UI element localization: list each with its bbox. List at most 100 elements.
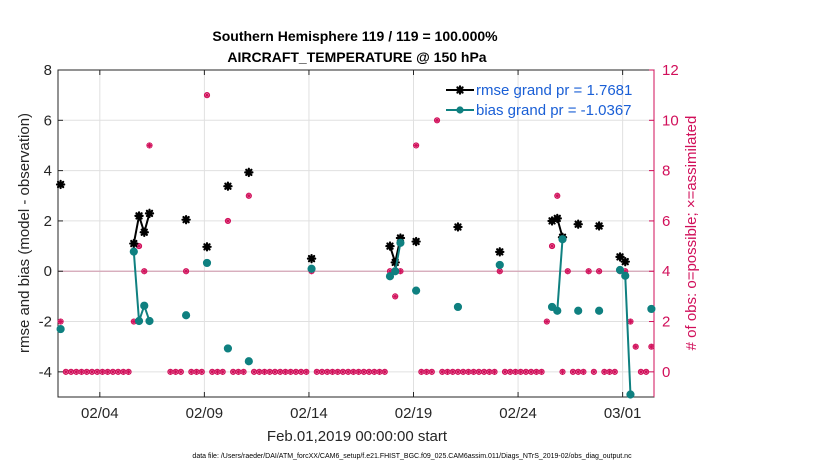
y-tick-label: -4: [39, 364, 52, 381]
legend-item-rmse: rmse grand pr = 1.7681: [446, 82, 632, 99]
x-tick-label: 03/01: [604, 405, 642, 422]
grid-lines: [58, 69, 654, 397]
x-tick-label: 02/19: [395, 405, 433, 422]
obs-assimilated-marker: [277, 369, 283, 375]
obs-assimilated-marker: [559, 369, 566, 375]
obs-assimilated-marker: [460, 369, 466, 375]
obs-assimilated-marker: [256, 369, 263, 375]
obs-assimilated-marker: [345, 369, 351, 375]
obs-assimilated-marker: [146, 142, 153, 149]
obs-assimilated-marker: [303, 369, 310, 375]
obs-assimilated-marker: [429, 369, 435, 375]
obs-assimilated-marker: [533, 369, 540, 375]
bias-point: [396, 238, 405, 247]
rmse-point: [306, 253, 317, 264]
bias-point: [558, 235, 567, 244]
obs-assimilated-marker: [434, 117, 440, 124]
obs-assimilated-marker: [611, 369, 618, 375]
obs-assimilated-marker: [601, 369, 608, 375]
rmse-point: [129, 238, 139, 249]
bias-line-segment: [619, 269, 632, 395]
obs-assimilated-marker: [73, 369, 80, 375]
obs-assimilated-marker: [125, 369, 132, 375]
obs-assimilated-marker: [251, 369, 257, 375]
rmse-point: [181, 214, 191, 225]
bias-point: [495, 260, 504, 270]
y-tick-label: -2: [39, 314, 52, 331]
obs-assimilated-marker: [94, 369, 101, 375]
chart-title-line1: Southern Hemisphere 119 / 119 = 100.000%: [212, 28, 498, 44]
obs-assimilated-marker: [517, 369, 524, 375]
obs-assimilated-marker: [476, 369, 482, 375]
obs-assimilated-marker: [544, 318, 550, 325]
x-tick-label: 02/24: [499, 405, 537, 422]
obs-assimilated-marker: [575, 369, 581, 375]
obs-assimilated-marker: [606, 369, 613, 375]
y-tick-label: 2: [44, 213, 52, 230]
legend: rmse grand pr = 1.7681 bias grand pr = -1…: [446, 82, 632, 119]
legend-marker: [455, 85, 465, 95]
obs-assimilated-marker: [465, 369, 472, 375]
obs-assimilated-marker: [266, 369, 273, 375]
obs-assimilated-marker: [444, 369, 451, 375]
obs-assimilated-marker: [355, 369, 362, 375]
obs-assimilated-marker: [246, 192, 252, 199]
series-layer: [55, 167, 656, 399]
obs-assimilated-marker: [261, 369, 268, 375]
obs-assimilated-marker: [591, 369, 597, 375]
obs-assimilated-marker: [418, 369, 425, 375]
y-right-tick-label: 0: [662, 364, 670, 381]
obs-assimilated-marker: [470, 369, 477, 375]
obs-assimilated-marker: [287, 369, 294, 375]
obs-assimilated-marker: [183, 268, 189, 275]
obs-assimilated-marker: [240, 369, 247, 375]
rmse-point: [552, 213, 562, 224]
obs-assimilated-marker: [340, 369, 346, 375]
rmse-point: [411, 236, 421, 247]
obs-assimilated-marker: [627, 318, 634, 325]
obs-assimilated-marker: [486, 369, 493, 375]
obs-assimilated-marker: [523, 369, 529, 375]
obs-assimilated-marker: [397, 268, 404, 275]
obs-assimilated-marker: [512, 369, 519, 375]
rmse-point: [453, 222, 463, 232]
plot-area: [57, 69, 655, 398]
obs-assimilated-marker: [502, 369, 508, 375]
obs-assimilated-marker: [115, 369, 121, 375]
rmse-point: [55, 179, 66, 190]
rmse-point: [385, 241, 395, 251]
x-tick-label: 02/14: [290, 405, 328, 422]
obs-assimilated-marker: [376, 369, 383, 375]
obs-assimilated-marker: [63, 369, 69, 375]
bias-line-segment: [551, 239, 564, 313]
chart-title-line2: AIRCRAFT_TEMPERATURE @ 150 hPa: [227, 49, 486, 65]
obs-assimilated-marker: [188, 369, 195, 375]
obs-assimilated-marker: [293, 369, 299, 375]
rmse-point: [144, 208, 155, 219]
bias-point: [595, 306, 604, 315]
x-axis-label: Feb.01,2019 00:00:00 start: [267, 428, 448, 445]
rmse-point: [139, 227, 149, 237]
x-tick-label: 02/09: [186, 405, 224, 422]
obs-assimilated-marker: [361, 369, 367, 375]
bias-point: [626, 390, 635, 399]
obs-assimilated-marker: [439, 369, 446, 375]
legend-label: bias grand pr = -1.0367: [476, 102, 632, 119]
obs-assimilated-marker: [319, 369, 325, 375]
obs-assimilated-marker: [528, 369, 534, 375]
obs-assimilated-marker: [638, 369, 644, 375]
rmse-point: [495, 247, 505, 257]
rmse-point: [223, 181, 233, 191]
obs-assimilated-marker: [83, 369, 90, 375]
y-axis-left: -4 -2 0 2 4 6 8: [39, 62, 63, 381]
y-tick-label: 6: [44, 112, 52, 129]
obs-assimilated-marker: [172, 369, 179, 375]
bias-point: [134, 316, 144, 326]
obs-assimilated-marker: [371, 369, 378, 375]
obs-assimilated-marker: [643, 369, 649, 375]
obs-assimilated-marker: [334, 369, 341, 375]
obs-assimilated-marker: [230, 369, 236, 375]
obs-count-markers: [57, 92, 655, 375]
rmse-point: [134, 211, 144, 221]
